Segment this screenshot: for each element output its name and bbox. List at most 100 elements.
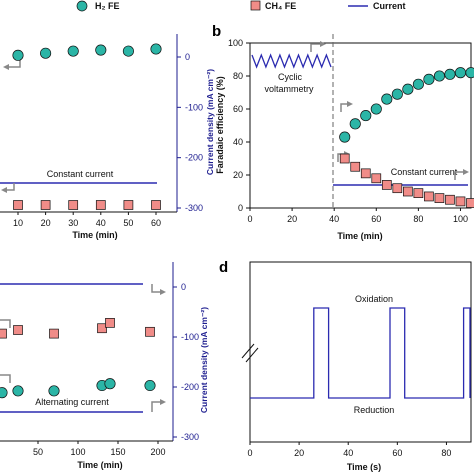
- panel-b-x-tick-label: 60: [371, 214, 381, 224]
- panel-c-x-label: Time (min): [77, 460, 122, 470]
- panel-b-h2-point: [381, 93, 393, 105]
- panel-c-arrow-2: [151, 399, 166, 412]
- panel-b-arrow-h2: [340, 101, 353, 112]
- panel-c-ch4-point: [0, 328, 7, 339]
- panel-c-x-tick-label: 50: [33, 447, 43, 457]
- panel-c-x-ticks: 50 100 150 200: [33, 441, 166, 457]
- panel-a-right-tick-label: -300: [185, 203, 203, 213]
- panel-a-marks: [12, 43, 162, 210]
- panel-b-x-tick-label: 80: [413, 214, 423, 224]
- panel-b-x-tick-label: 40: [329, 214, 339, 224]
- panel-d-axis-break: [241, 343, 259, 363]
- panel-d: d 0 20 40 60 80 Time (s) Oxidation Reduction: [219, 259, 472, 472]
- panel-a-ch4-point: [40, 200, 51, 210]
- panel-b-h2-point: [444, 68, 456, 80]
- panel-c-h2-point: [12, 385, 24, 397]
- panel-c-arrow-1: [151, 284, 166, 295]
- panel-c-h2-point: [144, 379, 156, 392]
- legend: H₂ FE CH₄ FE Current: [76, 0, 406, 12]
- panel-b-y-tick-label: 60: [233, 104, 243, 114]
- panel-d-x-tick-label: 80: [441, 448, 451, 458]
- panel-c: 50 100 150 200 0 -100 -200 -300 Time (min) Cur…: [0, 262, 209, 470]
- panel-b-ch4-point: [466, 198, 474, 208]
- panel-c-h2-point: [0, 387, 8, 399]
- panel-b-h2-point: [339, 131, 351, 143]
- panel-b-h2-point: [433, 70, 445, 82]
- panel-c-right-tick-label: -200: [181, 382, 199, 392]
- legend-ch4-marker: [250, 0, 261, 11]
- panel-b-x-tick-label: 100: [453, 214, 468, 224]
- panel-d-x-tick-label: 40: [343, 448, 353, 458]
- panel-a-ch4-point: [13, 200, 23, 210]
- panel-a-constant-current: Constant current: [47, 169, 114, 179]
- panel-a-h2-point: [40, 47, 52, 59]
- panel-b-constant-current: Constant current: [391, 167, 458, 177]
- panel-c-right-tick-label: -300: [181, 432, 199, 442]
- panel-b-x-label: Time (min): [337, 231, 382, 241]
- panel-c-marks: [0, 318, 156, 399]
- panel-c-ch4-point: [13, 325, 23, 335]
- panel-d-frame: [249, 261, 472, 443]
- panel-a-x-tick-label: 40: [96, 218, 106, 228]
- panel-d-x-tick-label: 60: [392, 448, 402, 458]
- panel-b-ch4-point: [360, 168, 371, 179]
- panel-b-ch4-point: [455, 196, 466, 207]
- panel-b-y-label: Faradaic efficiency (%): [215, 76, 225, 174]
- panel-b: b 0 20 40 60 80 100 0 20 40 60 80 100 Time (min) F…: [212, 23, 474, 241]
- panel-b-y-tick-label: 20: [233, 170, 243, 180]
- panel-c-arrow-4: [0, 374, 11, 383]
- panel-a-ch4-point: [95, 200, 106, 210]
- panel-c-ch4-point: [49, 328, 59, 339]
- panel-a-ch4-point: [151, 200, 161, 210]
- panel-b-h2-point: [360, 110, 372, 122]
- panel-b-arrow-cc: [454, 169, 469, 180]
- panel-a-right-tick-label: -100: [185, 102, 203, 112]
- legend-h2-marker: [76, 0, 88, 12]
- panel-b-ch4-point: [403, 186, 413, 197]
- panel-a-arrow: [3, 60, 21, 70]
- panel-d-pulse-trace: [250, 307, 471, 399]
- panel-c-arrow-3: [0, 319, 11, 328]
- panel-d-oxidation: Oxidation: [355, 294, 393, 304]
- panel-b-y-ticks: 0 20 40 60 80 100: [228, 38, 250, 213]
- panel-d-x-tick-label: 0: [247, 448, 252, 458]
- panel-a-right-label: Current density (mA cm⁻²): [205, 69, 215, 175]
- panel-c-h2-point: [104, 378, 116, 390]
- panel-a-right-ticks: 0 -100 -200 -300: [177, 52, 203, 213]
- panel-a-ch4-point: [123, 200, 134, 210]
- panel-a-x-tick-label: 30: [68, 218, 78, 228]
- panel-b-ch4-point: [434, 193, 445, 203]
- panel-b-x-tick-label: 20: [287, 214, 297, 224]
- panel-c-ch4-point: [145, 326, 155, 337]
- panel-c-right-ticks: 0 -100 -200 -300: [173, 282, 199, 442]
- panel-b-h2-point: [402, 83, 414, 95]
- panel-c-ch4-point: [97, 323, 107, 334]
- panel-d-x-tick-label: 20: [294, 448, 304, 458]
- panel-a-arrow-2: [1, 183, 15, 193]
- panel-a-right-tick-label: 0: [185, 52, 190, 62]
- panel-c-right-tick-label: 0: [181, 282, 186, 292]
- panel-a-x-tick-label: 50: [123, 218, 133, 228]
- panel-a-right-tick-label: -200: [185, 153, 203, 163]
- legend-h2-label: H₂ FE: [95, 1, 120, 11]
- panel-b-x-tick-label: 0: [247, 214, 252, 224]
- panel-b-h2-point: [391, 88, 403, 100]
- panel-b-h2-point: [412, 78, 424, 90]
- panel-d-label: d: [219, 259, 228, 276]
- panel-b-ch4-point: [350, 161, 361, 172]
- panel-a-h2-point: [122, 45, 134, 57]
- panel-a-ch4-point: [68, 200, 79, 210]
- panel-b-h2-point: [454, 67, 467, 79]
- panel-c-ch4-point: [105, 318, 115, 328]
- panel-a-h2-point: [67, 45, 79, 57]
- panel-b-ch4-point: [413, 188, 424, 198]
- panel-b-ch4-point: [381, 180, 392, 190]
- legend-ch4-label: CH₄ FE: [265, 1, 296, 11]
- panel-b-y-tick-label: 0: [238, 203, 243, 213]
- panel-b-label: b: [212, 23, 221, 40]
- panel-c-x-tick-label: 100: [70, 447, 85, 457]
- panel-b-h2-point: [349, 118, 361, 130]
- panel-a-x-label: Time (min): [72, 230, 117, 240]
- panel-b-cyclic: Cyclic: [278, 72, 302, 82]
